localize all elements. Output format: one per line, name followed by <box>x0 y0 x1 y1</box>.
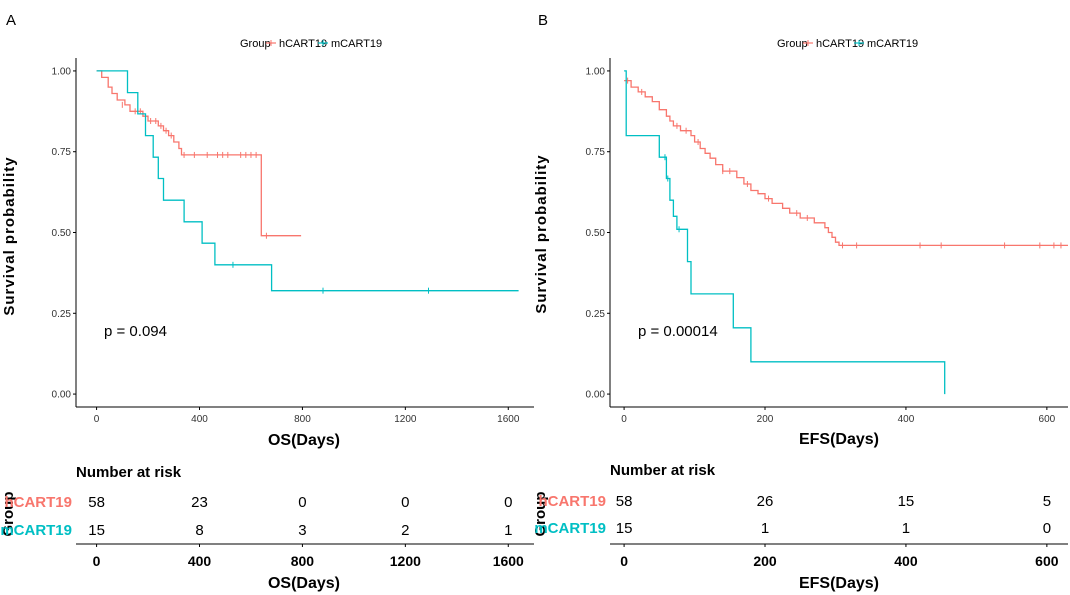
x-axis-title-a: OS(Days) <box>268 432 340 449</box>
y-tick-label: 0.00 <box>586 390 606 401</box>
p-value-b: p = 0.00014 <box>638 323 718 340</box>
legend-label-b-mcart19: mCART19 <box>867 38 918 50</box>
risk-count-mcart19: 15 <box>88 522 105 539</box>
p-value-a: p = 0.094 <box>104 323 167 340</box>
y-axis-title-b: Survival probability <box>533 154 550 313</box>
risk-count-mcart19: 15 <box>616 520 633 537</box>
legend-label-b-hcart19: hCART19 <box>816 38 864 50</box>
risk-row-label-b-hcart19: hCART19 <box>538 493 606 510</box>
survival-curve-hcart19 <box>624 79 1068 247</box>
risk-count-mcart19: 8 <box>195 522 203 539</box>
legend-label-a-hcart19: hCART19 <box>279 38 327 50</box>
y-tick-label: 0.75 <box>52 147 72 158</box>
y-tick-label: 0.75 <box>586 147 606 158</box>
legend-a: Group hCART19 mCART19 <box>240 38 382 50</box>
risk-count-hcart19: 0 <box>298 494 306 511</box>
risk-tick-label: 1200 <box>390 553 421 569</box>
risk-count-hcart19: 0 <box>504 494 512 511</box>
risk-tick-label: 400 <box>894 553 918 569</box>
risk-row-label-a-hcart19: hCART19 <box>4 494 72 511</box>
panel-label-b: B <box>538 12 548 29</box>
survival-curve-mcart19 <box>96 70 519 292</box>
y-tick-label: 1.00 <box>52 66 72 77</box>
plot-area-a: 0.00 0.25 0.50 0.75 1.00 0 400 800 1200 1600 <box>52 58 534 425</box>
risk-title-b: Number at risk <box>610 462 716 479</box>
plot-area-b: 0.00 0.25 0.50 0.75 1.00 0 200 400 600 <box>586 58 1068 425</box>
risk-count-hcart19: 5 <box>1043 493 1051 510</box>
y-tick-label: 0.00 <box>52 390 72 401</box>
risk-group-label-a: Group <box>0 492 17 537</box>
x-tick-label: 0 <box>621 414 627 425</box>
legend-label-a-mcart19: mCART19 <box>331 38 382 50</box>
risk-group-label-b: Group <box>532 492 549 537</box>
risk-count-mcart19: 1 <box>504 522 512 539</box>
x-tick-label: 1200 <box>394 414 417 425</box>
risk-count-hcart19: 15 <box>898 493 915 510</box>
y-tick-label: 0.50 <box>586 228 606 239</box>
survival-curve-hcart19 <box>96 70 302 237</box>
y-tick-label: 0.50 <box>52 228 72 239</box>
risk-count-mcart19: 2 <box>401 522 409 539</box>
y-tick-label: 0.25 <box>586 309 606 320</box>
risk-table-a: Number at risk Group hCART19 mCART19 OS(… <box>0 464 534 592</box>
risk-count-hcart19: 26 <box>757 493 774 510</box>
legend-title-b: Group <box>777 38 808 50</box>
risk-row-label-a-mcart19: mCART19 <box>0 522 72 539</box>
x-tick-label: 1600 <box>497 414 520 425</box>
risk-tick-label: 800 <box>291 553 315 569</box>
x-tick-label: 200 <box>757 414 774 425</box>
risk-tick-label: 0 <box>93 553 101 569</box>
x-tick-label: 400 <box>898 414 915 425</box>
risk-count-hcart19: 23 <box>191 494 208 511</box>
risk-title-a: Number at risk <box>76 464 182 481</box>
risk-x-axis-title-b: EFS(Days) <box>799 575 879 592</box>
risk-tick-label: 200 <box>753 553 777 569</box>
x-tick-label: 0 <box>94 414 100 425</box>
x-tick-label: 800 <box>294 414 311 425</box>
panel-label-a: A <box>6 12 16 29</box>
risk-x-axis-title-a: OS(Days) <box>268 575 340 592</box>
risk-count-mcart19: 0 <box>1043 520 1051 537</box>
legend-b: Group hCART19 mCART19 <box>777 38 918 50</box>
y-tick-label: 0.25 <box>52 309 72 320</box>
risk-count-mcart19: 3 <box>298 522 306 539</box>
risk-tick-label: 600 <box>1035 553 1059 569</box>
risk-count-mcart19: 1 <box>761 520 769 537</box>
x-tick-label: 400 <box>191 414 208 425</box>
panel-b: B Group hCART19 mCART19 Survival probabi… <box>532 12 1068 592</box>
x-axis-title-b: EFS(Days) <box>799 431 879 448</box>
risk-tick-label: 0 <box>620 553 628 569</box>
y-tick-label: 1.00 <box>586 66 606 77</box>
risk-count-mcart19: 1 <box>902 520 910 537</box>
y-axis-title-a: Survival probability <box>1 156 18 315</box>
risk-count-hcart19: 58 <box>88 494 105 511</box>
risk-tick-label: 400 <box>188 553 212 569</box>
risk-count-hcart19: 58 <box>616 493 633 510</box>
x-tick-label: 600 <box>1039 414 1056 425</box>
risk-tick-label: 1600 <box>493 553 524 569</box>
legend-title-a: Group <box>240 38 271 50</box>
survival-curve-mcart19 <box>624 70 946 395</box>
risk-row-label-b-mcart19: mCART19 <box>534 520 606 537</box>
panel-a: A Group hCART19 mCART19 Survival probabi… <box>0 12 534 592</box>
risk-count-hcart19: 0 <box>401 494 409 511</box>
risk-table-b: Number at risk Group hCART19 mCART19 EFS… <box>532 462 1068 592</box>
